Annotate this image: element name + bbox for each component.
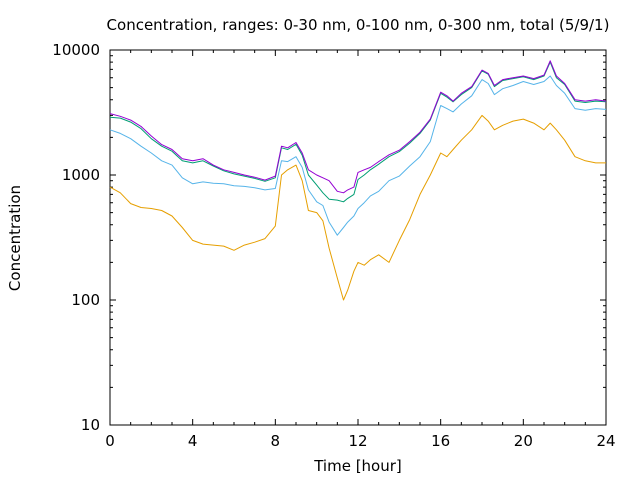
y-tick-label: 10	[81, 416, 100, 434]
series-line-4	[109, 114, 606, 301]
y-axis-label: Concentration	[6, 185, 24, 291]
x-tick-label: 24	[596, 432, 615, 450]
x-axis-label: Time [hour]	[313, 457, 402, 475]
series-group	[109, 60, 607, 301]
x-tick-label: 12	[348, 432, 367, 450]
y-tick-label: 100	[71, 291, 100, 309]
chart-title: Concentration, ranges: 0-30 nm, 0-100 nm…	[107, 16, 610, 34]
x-tick-label: 0	[105, 432, 115, 450]
x-axis: 0 4 8 12 16 20 24	[105, 50, 616, 450]
x-tick-label: 20	[514, 432, 533, 450]
x-tick-label: 8	[271, 432, 281, 450]
series-line-3	[109, 75, 607, 236]
plot-frame	[109, 49, 607, 426]
x-tick-label: 16	[431, 432, 450, 450]
y-tick-label: 10000	[52, 41, 100, 59]
series-line-2	[109, 61, 607, 203]
y-axis: 10 100 1000 10000	[52, 41, 606, 434]
y-tick-label: 1000	[62, 166, 100, 184]
x-tick-label: 4	[188, 432, 198, 450]
series-line-1	[109, 60, 607, 194]
